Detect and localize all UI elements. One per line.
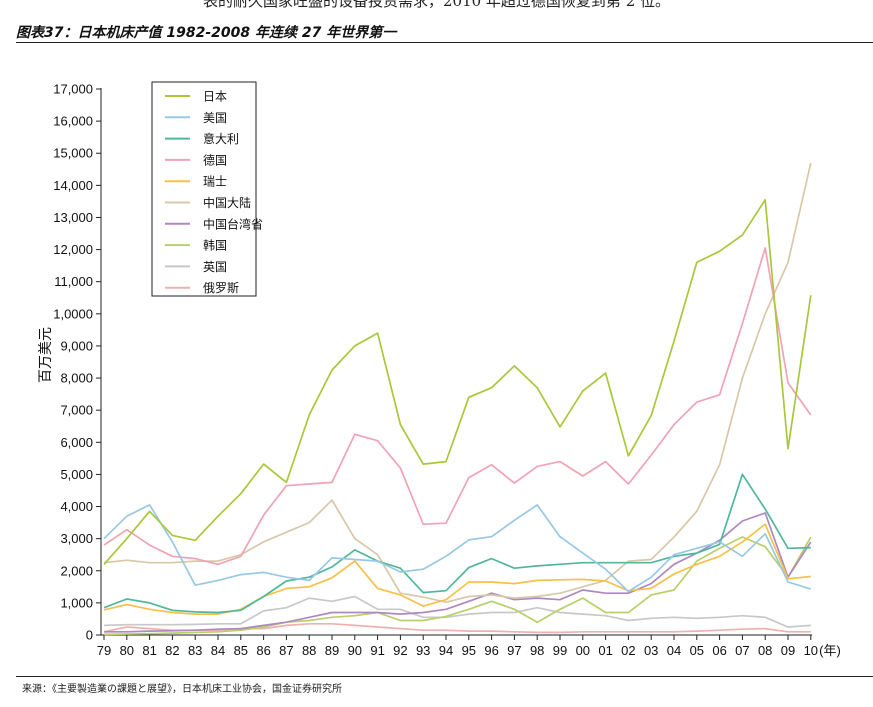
- x-axis-unit-label: (年): [819, 643, 841, 658]
- x-tick-label: 94: [439, 643, 453, 658]
- y-axis-label: 百万美元: [38, 327, 54, 383]
- x-tick-label: 03: [644, 643, 658, 658]
- x-tick-label: 85: [234, 643, 248, 658]
- x-tick-label: 98: [530, 643, 544, 658]
- legend-label: 韩国: [203, 238, 227, 253]
- x-tick-label: 99: [553, 643, 567, 658]
- x-tick-label: 00: [576, 643, 590, 658]
- series-line-韩国: [103, 536, 812, 636]
- y-tick-label: 7,000: [60, 403, 93, 418]
- x-tick-label: 90: [348, 643, 362, 658]
- y-tick-label: 6,000: [60, 435, 93, 450]
- series-line-德国: [103, 247, 812, 566]
- series-line-中国台湾省: [104, 512, 812, 633]
- x-tick-label: 92: [393, 643, 407, 658]
- x-tick-label: 86: [256, 643, 270, 658]
- x-tick-label: 06: [712, 643, 726, 658]
- legend-label: 中国大陆: [203, 195, 251, 210]
- y-tick-label: 1,0000: [53, 306, 93, 321]
- x-tick-label: 88: [302, 643, 316, 658]
- series-line-中国大陆: [103, 162, 812, 604]
- legend-label: 中国台湾省: [203, 216, 263, 231]
- y-axis-ticks: 0 1,000 2,000 3,000 4,000 5,000 6,000 7,000 8,00…: [53, 82, 101, 643]
- y-tick-label: 2,000: [60, 563, 93, 578]
- x-tick-label: 79: [97, 643, 111, 658]
- source-divider: [16, 676, 873, 677]
- legend-label: 美国: [203, 111, 227, 125]
- x-tick-label: 91: [370, 643, 384, 658]
- x-tick-label: 95: [462, 643, 476, 658]
- x-tick-label: 83: [188, 643, 202, 658]
- y-tick-label: 13,000: [53, 210, 93, 225]
- series-line-英国: [103, 595, 811, 628]
- y-tick-label: 16,000: [53, 114, 93, 129]
- y-tick-label: 3,000: [60, 531, 93, 546]
- y-tick-label: 17,000: [53, 82, 93, 97]
- y-tick-label: 4,000: [60, 499, 93, 514]
- x-axis-ticks: 79 80 81 82 83 84 85 86 87 88 89 90 91 92 93 94 95 96 97 98…: [97, 635, 818, 658]
- x-tick-label: 82: [165, 643, 179, 658]
- legend-label: 日本: [203, 90, 227, 104]
- x-tick-label: 84: [211, 643, 225, 658]
- x-tick-label: 93: [416, 643, 430, 658]
- x-tick-label: 04: [667, 643, 681, 658]
- series-line-瑞士: [103, 523, 811, 615]
- y-tick-label: 12,000: [53, 242, 93, 257]
- x-tick-label: 87: [279, 643, 293, 658]
- y-tick-label: 15,000: [53, 146, 93, 161]
- x-tick-label: 05: [690, 643, 704, 658]
- x-tick-label: 80: [120, 643, 134, 658]
- y-tick-label: 9,000: [60, 338, 93, 353]
- x-tick-label: 89: [325, 643, 339, 658]
- x-tick-label: 96: [484, 643, 498, 658]
- x-tick-label: 01: [598, 643, 612, 658]
- legend-label: 瑞士: [203, 175, 227, 189]
- y-tick-label: 1,000: [60, 595, 93, 610]
- figure-title: 图表37：日本机床产值 1982-2008 年连续 27 年世界第一: [16, 25, 397, 41]
- x-tick-label: 97: [507, 643, 521, 658]
- title-divider: [16, 42, 873, 43]
- x-tick-label: 02: [621, 643, 635, 658]
- series-line-美国: [103, 504, 812, 593]
- y-tick-label: 0: [86, 628, 93, 643]
- legend-label: 英国: [203, 260, 227, 274]
- x-tick-label: 09: [781, 643, 795, 658]
- x-tick-label: 08: [758, 643, 772, 658]
- x-tick-label: 07: [735, 643, 749, 658]
- source-note: 来源：《主要製造業の課題と展望》，日本机床工业协会，国金证券研究所: [22, 684, 342, 695]
- series-line-俄罗斯: [103, 622, 811, 634]
- series-line-意大利: [103, 473, 811, 614]
- legend-label: 俄罗斯: [203, 281, 239, 295]
- x-tick-label: 10: [804, 643, 818, 658]
- y-tick-label: 5,000: [60, 467, 93, 482]
- x-tick-label: 81: [142, 643, 156, 658]
- series-line-日本: [103, 198, 812, 565]
- y-tick-label: 11,000: [54, 274, 93, 289]
- y-tick-label: 8,000: [60, 371, 93, 386]
- legend-label: 德国: [203, 152, 227, 167]
- series-lines: [103, 162, 812, 636]
- top-paragraph-text: 表的耐久国家旺盛的设备投资需求，2010 年超过德国恢复到第 2 位。: [202, 0, 671, 10]
- y-tick-label: 14,000: [53, 178, 93, 193]
- legend-label: 意大利: [203, 131, 239, 146]
